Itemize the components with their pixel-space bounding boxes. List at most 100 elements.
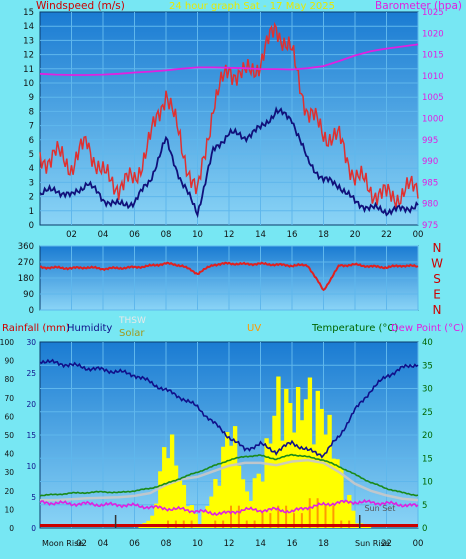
solar-bar bbox=[205, 505, 210, 528]
rainfall-tick-label: 30 bbox=[4, 468, 14, 477]
solar-bar bbox=[177, 479, 183, 528]
hour-tick-label: 04 bbox=[98, 539, 109, 549]
barometer-tick-label: 985 bbox=[422, 178, 438, 188]
solar-bar bbox=[248, 501, 254, 528]
wind-gust-line bbox=[39, 21, 419, 208]
solar-bar bbox=[162, 447, 167, 528]
temperature-tick-label: 5 bbox=[422, 501, 427, 511]
uv-bar bbox=[261, 513, 264, 528]
hour-tick-label: 10 bbox=[192, 539, 203, 549]
temperature-tick-label: 20 bbox=[422, 431, 433, 441]
solar-bar bbox=[303, 399, 309, 528]
solar-bar bbox=[280, 440, 285, 528]
humidity-tick-label: 25 bbox=[26, 369, 36, 378]
hour-tick-label: 12 bbox=[224, 230, 235, 240]
solar-bar bbox=[299, 420, 305, 528]
label-humidity: Humidity bbox=[67, 323, 112, 334]
solar-bar bbox=[351, 510, 356, 528]
moon-rise-label: Moon Rise bbox=[42, 539, 83, 548]
solar-bar bbox=[288, 403, 293, 528]
rainfall-tick-label: 100 bbox=[0, 338, 14, 347]
uv-bar bbox=[269, 513, 272, 528]
wind-tick-label: 6 bbox=[29, 136, 34, 146]
solar-bar bbox=[260, 481, 265, 528]
rainfall-tick-label: 80 bbox=[4, 375, 14, 384]
temperature-tick-label: 35 bbox=[422, 361, 433, 371]
hour-tick-label: 14 bbox=[255, 230, 266, 240]
wind-direction-line bbox=[39, 261, 419, 292]
humidity-tick-label: 20 bbox=[26, 400, 36, 409]
barometer-line bbox=[39, 43, 419, 76]
solar-bar bbox=[366, 526, 372, 528]
barometer-tick-label: 975 bbox=[422, 221, 438, 231]
solar-bar bbox=[343, 501, 348, 528]
hour-tick-label: 02 bbox=[76, 539, 87, 549]
solar-bar bbox=[185, 506, 191, 528]
solar-bar bbox=[319, 408, 324, 528]
solar-bar bbox=[166, 458, 171, 528]
wind-tick-label: 9 bbox=[29, 93, 34, 103]
solar-bar bbox=[229, 445, 234, 528]
label-solar: Solar bbox=[119, 328, 145, 339]
solar-bar bbox=[327, 414, 332, 528]
compass-label: W bbox=[431, 257, 443, 271]
hour-tick-label: 18 bbox=[318, 230, 329, 240]
wind-tick-label: 15 bbox=[23, 8, 34, 18]
solar-bar bbox=[213, 479, 218, 528]
solar-bar bbox=[158, 471, 163, 528]
wind-tick-label: 12 bbox=[23, 51, 34, 61]
hour-tick-label: 12 bbox=[224, 539, 235, 549]
temperature-tick-label: 15 bbox=[422, 454, 433, 464]
wind-tick-label: 14 bbox=[23, 22, 34, 32]
rain-baseline bbox=[40, 524, 418, 527]
rainfall-tick-label: 90 bbox=[4, 357, 14, 366]
label-rainfall: Rainfall (mm) bbox=[2, 323, 70, 334]
thsw-line bbox=[40, 458, 419, 502]
solar-bar bbox=[236, 465, 242, 528]
solar-bar bbox=[244, 491, 250, 528]
barometer-tick-label: 1025 bbox=[422, 8, 444, 18]
sun-set-label: Sun Set bbox=[364, 504, 395, 513]
solar-bar bbox=[264, 438, 269, 528]
barometer-tick-label: 1015 bbox=[422, 51, 444, 61]
solar-bar bbox=[189, 505, 194, 528]
wind-tick-label: 2 bbox=[29, 193, 34, 203]
solar-bar bbox=[292, 432, 297, 528]
wind-tick-label: 10 bbox=[23, 79, 34, 89]
sun-rise-label: Sun Rise bbox=[355, 539, 390, 548]
solar-bar bbox=[209, 496, 214, 528]
wind-tick-label: 0 bbox=[29, 221, 34, 231]
direction-tick-label: 270 bbox=[18, 258, 34, 268]
hour-tick-label: 00 bbox=[413, 230, 424, 240]
solar-bar bbox=[307, 377, 313, 528]
solar-bar bbox=[256, 473, 261, 528]
uv-bar bbox=[230, 505, 232, 528]
hour-tick-label: 22 bbox=[381, 230, 392, 240]
barometer-tick-label: 990 bbox=[422, 157, 438, 167]
solar-bar bbox=[347, 494, 352, 528]
rainfall-tick-label: 50 bbox=[4, 431, 14, 440]
uv-bar bbox=[324, 505, 327, 528]
humidity-tick-label: 5 bbox=[31, 493, 36, 502]
wind-tick-label: 4 bbox=[29, 164, 34, 174]
temperature-tick-label: 40 bbox=[422, 338, 433, 348]
uv-bar bbox=[285, 505, 288, 528]
solar-bar bbox=[221, 446, 226, 528]
solar-bar bbox=[193, 513, 198, 528]
hour-tick-label: 08 bbox=[161, 230, 172, 240]
humidity-tick-label: 0 bbox=[31, 524, 36, 533]
wind-tick-label: 3 bbox=[29, 178, 34, 188]
solar-bar bbox=[201, 511, 206, 528]
wind-average-line bbox=[39, 106, 419, 219]
solar-bar bbox=[225, 432, 230, 528]
compass-label: N bbox=[433, 303, 442, 317]
solar-bar bbox=[311, 444, 317, 528]
humidity-tick-label: 10 bbox=[26, 462, 36, 471]
label-uv: UV bbox=[247, 323, 261, 334]
rainfall-tick-label: 70 bbox=[4, 394, 14, 403]
rainfall-tick-label: 60 bbox=[4, 412, 14, 421]
solar-bar bbox=[240, 479, 246, 528]
wind-tick-label: 7 bbox=[29, 122, 34, 132]
wind-tick-label: 13 bbox=[23, 36, 34, 46]
wind-tick-label: 11 bbox=[23, 65, 34, 75]
